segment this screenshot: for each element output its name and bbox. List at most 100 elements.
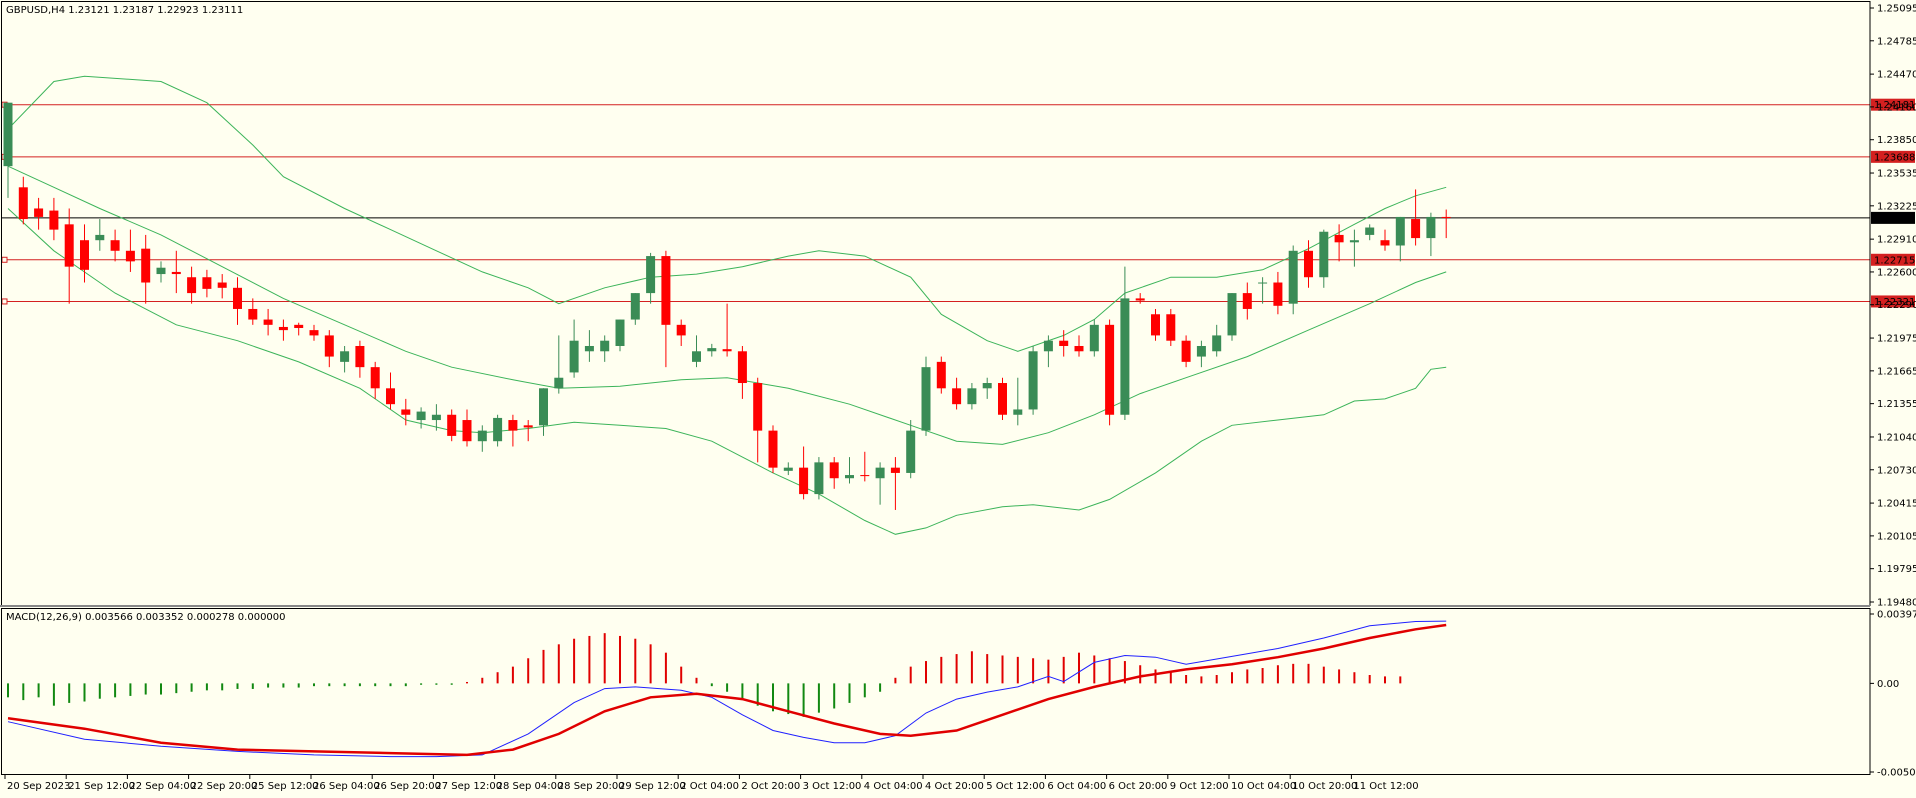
candle-body: [248, 308, 258, 320]
candle-body: [508, 420, 518, 431]
price-level-label: 1.23688: [1874, 152, 1915, 163]
x-tick-label: 22 Sep 20:00: [191, 781, 258, 792]
y-tick-label: 1.24785: [1877, 36, 1916, 47]
candle-body: [737, 351, 747, 384]
candle-body: [217, 282, 227, 288]
candle-body: [783, 467, 793, 471]
candle-body: [64, 224, 74, 267]
candle-body: [829, 462, 839, 479]
y-tick-label: 1.19480: [1877, 598, 1916, 609]
candle-body: [1426, 216, 1436, 239]
candle-body: [386, 388, 395, 405]
candle-body: [355, 345, 365, 368]
candle-body: [584, 345, 594, 352]
y-tick-label: 1.20730: [1877, 465, 1916, 476]
candle-body: [1166, 314, 1176, 341]
y-tick-label: 1.21040: [1877, 432, 1916, 443]
y-tick-label: 1.25095: [1877, 4, 1916, 15]
y-tick-label: 1.23225: [1877, 201, 1916, 212]
price-level-label: 1.23111: [1874, 213, 1915, 224]
macd-header: MACD(12,26,9) 0.003566 0.003352 0.000278…: [6, 612, 286, 623]
candle-body: [936, 361, 946, 389]
candle-body: [1319, 231, 1329, 278]
macd-pane[interactable]: [7, 620, 1447, 758]
price-level-label: 1.22321: [1874, 297, 1915, 308]
candle-body: [1334, 234, 1344, 243]
candle-body: [1349, 240, 1359, 243]
candle-body: [998, 383, 1007, 415]
candle-body: [187, 277, 197, 294]
y-tick-label: 1.23850: [1877, 135, 1916, 146]
macd-pane-frame: [1, 608, 1871, 775]
price-level-marker: [1, 256, 8, 263]
candle-body: [1028, 351, 1038, 410]
x-tick-label: 11 Oct 12:00: [1353, 781, 1418, 792]
candle-body: [875, 467, 885, 479]
candle-body: [539, 388, 548, 426]
candle-body: [1258, 282, 1268, 284]
candle-body: [600, 340, 610, 352]
y-tick-label: 1.20415: [1877, 499, 1916, 510]
candle-body: [753, 383, 763, 431]
candle-body: [967, 388, 977, 405]
candle-body: [1089, 324, 1099, 352]
candle-body: [722, 349, 732, 352]
candle-body: [34, 208, 44, 217]
y-tick-label: 1.24470: [1877, 70, 1916, 81]
candle-body: [1273, 282, 1283, 306]
x-tick-label: 26 Sep 04:00: [313, 781, 380, 792]
candle-body: [401, 409, 411, 415]
candle-body: [661, 256, 671, 325]
x-tick-label: 2 Oct 04:00: [680, 781, 739, 792]
y-tick-label: 1.22910: [1877, 235, 1916, 246]
y-tick-label: 1.23535: [1877, 169, 1916, 180]
x-tick-label: 5 Oct 12:00: [986, 781, 1045, 792]
candle-body: [845, 475, 854, 479]
candle-body: [1105, 324, 1115, 415]
candle-body: [340, 351, 350, 362]
candle-body: [141, 248, 151, 283]
candle-body: [692, 351, 701, 362]
x-tick-label: 22 Sep 04:00: [129, 781, 196, 792]
candle-body: [569, 340, 579, 373]
candle-body: [110, 240, 120, 251]
price-level-badge: [1871, 150, 1915, 163]
x-tick-label: 6 Oct 20:00: [1109, 781, 1168, 792]
price-level-label: 1.22715: [1874, 255, 1915, 266]
bollinger-lower: [7, 208, 1447, 535]
candle-body: [1227, 293, 1237, 336]
candle-body: [278, 326, 288, 331]
candle-body: [1120, 298, 1130, 415]
price-pane[interactable]: 1.24181 1.23688 1.23111 1.22715 1.22321: [1, 75, 1915, 535]
x-tick-label: 25 Sep 12:00: [252, 781, 319, 792]
x-tick-label: 4 Oct 04:00: [864, 781, 923, 792]
candle-body: [18, 187, 28, 220]
candle-body: [1151, 314, 1160, 336]
candle-body: [768, 430, 778, 468]
candle-body: [1181, 340, 1191, 362]
candle-body: [1395, 216, 1405, 246]
x-tick-label: 21 Sep 12:00: [68, 781, 135, 792]
y-tick-label: 1.20105: [1877, 531, 1916, 542]
candle-body: [370, 367, 380, 389]
candle-body: [156, 267, 166, 275]
x-tick-label: 26 Sep 20:00: [374, 781, 441, 792]
y-tick-label: 1.22600: [1877, 267, 1916, 278]
x-tick-label: 2 Oct 20:00: [741, 781, 800, 792]
candle-body: [233, 287, 242, 309]
candle-body: [3, 102, 13, 167]
candle-body: [309, 330, 319, 336]
candle-body: [906, 430, 916, 473]
candle-body: [1242, 293, 1252, 309]
candle-body: [263, 319, 273, 325]
x-tick-label: 4 Oct 20:00: [925, 781, 984, 792]
bollinger-upper: [7, 75, 1447, 352]
candle-body: [1135, 298, 1145, 301]
y-tick-label: 1.21975: [1877, 334, 1916, 345]
candle-body: [921, 367, 931, 431]
x-tick-label: 29 Sep 12:00: [619, 781, 686, 792]
macd-y-tick-label: 0.003978: [1877, 610, 1916, 621]
candle-body: [707, 348, 717, 352]
candle-body: [1441, 216, 1451, 218]
